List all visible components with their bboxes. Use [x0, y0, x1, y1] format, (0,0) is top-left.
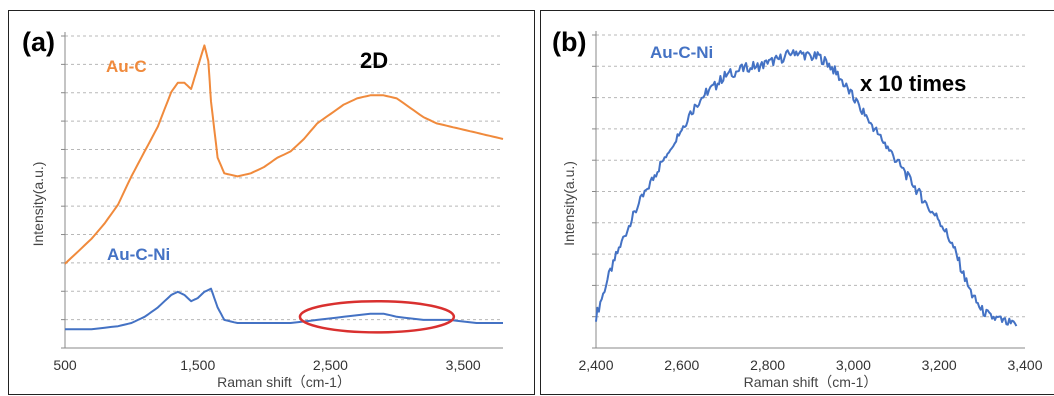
series-line	[64, 44, 504, 265]
x-tick-label: 3,500	[446, 357, 481, 373]
x-axis-label: Raman shift（cm-1）	[744, 374, 878, 390]
highlight-ellipse	[298, 299, 456, 334]
x-axis-label: Raman shift（cm-1）	[217, 374, 351, 390]
x-tick-label: 2,500	[313, 357, 348, 373]
annotation-label: x 10 times	[860, 71, 966, 96]
x-tick-label: 2,600	[664, 357, 699, 373]
series-line	[595, 49, 1018, 327]
x-tick-label: 500	[53, 357, 77, 373]
x-tick-label: 3,000	[836, 357, 871, 373]
x-tick-label: 3,200	[922, 357, 957, 373]
chart-b-svg: 2,400 2,600 2,800 3,000 3,200 3,400 Raman shif…	[561, 31, 1043, 390]
panel-b-letter: (b)	[552, 27, 587, 57]
series-label: Au-C	[106, 57, 147, 76]
panel-a-letter: (a)	[22, 27, 55, 57]
chart-a-svg: 500 1,500 2,500 3,500 Raman shift（cm-1） Inten…	[30, 32, 504, 390]
series-label: Au-C-Ni	[107, 245, 170, 264]
annotation-label: 2D	[360, 48, 388, 73]
chart-panel-a: (a) 500 1,500 2,500 3,500 Raman shift（cm-1） I…	[8, 10, 535, 395]
x-tick-label: 1,500	[180, 357, 215, 373]
series-label: Au-C-Ni	[650, 43, 713, 62]
series-line	[65, 287, 503, 331]
x-tick-label: 2,800	[750, 357, 785, 373]
x-tick-label: 2,400	[578, 357, 613, 373]
y-axis-label: Intensity(a.u.)	[561, 161, 577, 246]
x-tick-label: 3,400	[1007, 357, 1042, 373]
chart-panel-b: (b) 2,400 2,600 2,800 3,000 3,200 3,400 Raman …	[540, 10, 1054, 395]
y-axis-label: Intensity(a.u.)	[30, 162, 46, 247]
